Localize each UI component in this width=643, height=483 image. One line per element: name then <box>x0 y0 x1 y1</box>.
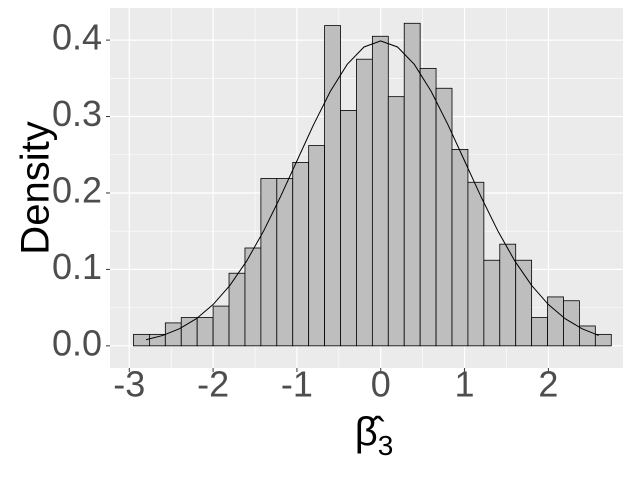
y-tick-label: 0.4 <box>52 17 102 58</box>
bar <box>340 110 357 347</box>
bar <box>180 317 198 347</box>
y-tick-label: 0.0 <box>52 322 102 363</box>
bar <box>356 58 373 347</box>
bar <box>467 181 485 347</box>
bar <box>276 178 294 347</box>
x-tick-label: -2 <box>197 364 229 405</box>
density-curve <box>145 40 599 341</box>
y-tick-label: 0.3 <box>52 93 102 134</box>
x-tick-label: -3 <box>113 364 145 405</box>
bar <box>563 300 580 347</box>
bar <box>244 247 262 347</box>
bar <box>260 178 278 347</box>
bar <box>387 96 405 347</box>
bar <box>324 25 341 347</box>
bar <box>531 317 548 347</box>
bar <box>228 272 246 347</box>
bar <box>435 87 453 347</box>
y-axis-label: Density <box>14 121 58 254</box>
bar <box>308 145 325 347</box>
bar <box>594 333 612 347</box>
x-axis-label: β̂3 <box>355 410 394 461</box>
x-tick-label: 0 <box>371 364 391 405</box>
bar <box>515 259 533 347</box>
bar <box>212 305 230 347</box>
bar <box>196 317 214 347</box>
bar <box>292 161 310 347</box>
x-tick-label: -1 <box>281 364 313 405</box>
bar <box>451 149 469 347</box>
x-tick-label: 1 <box>455 364 475 405</box>
bar <box>148 333 166 347</box>
x-label-subscript: 3 <box>378 430 394 461</box>
bar <box>371 35 389 347</box>
bar <box>133 333 150 347</box>
bar <box>419 67 437 347</box>
y-tick-label: 0.1 <box>52 246 102 287</box>
bar <box>403 22 421 347</box>
bar <box>164 322 182 347</box>
bar <box>483 259 501 347</box>
bar <box>499 243 517 347</box>
bar <box>547 296 564 347</box>
x-tick-label: 2 <box>538 364 558 405</box>
y-tick-label: 0.2 <box>52 169 102 210</box>
